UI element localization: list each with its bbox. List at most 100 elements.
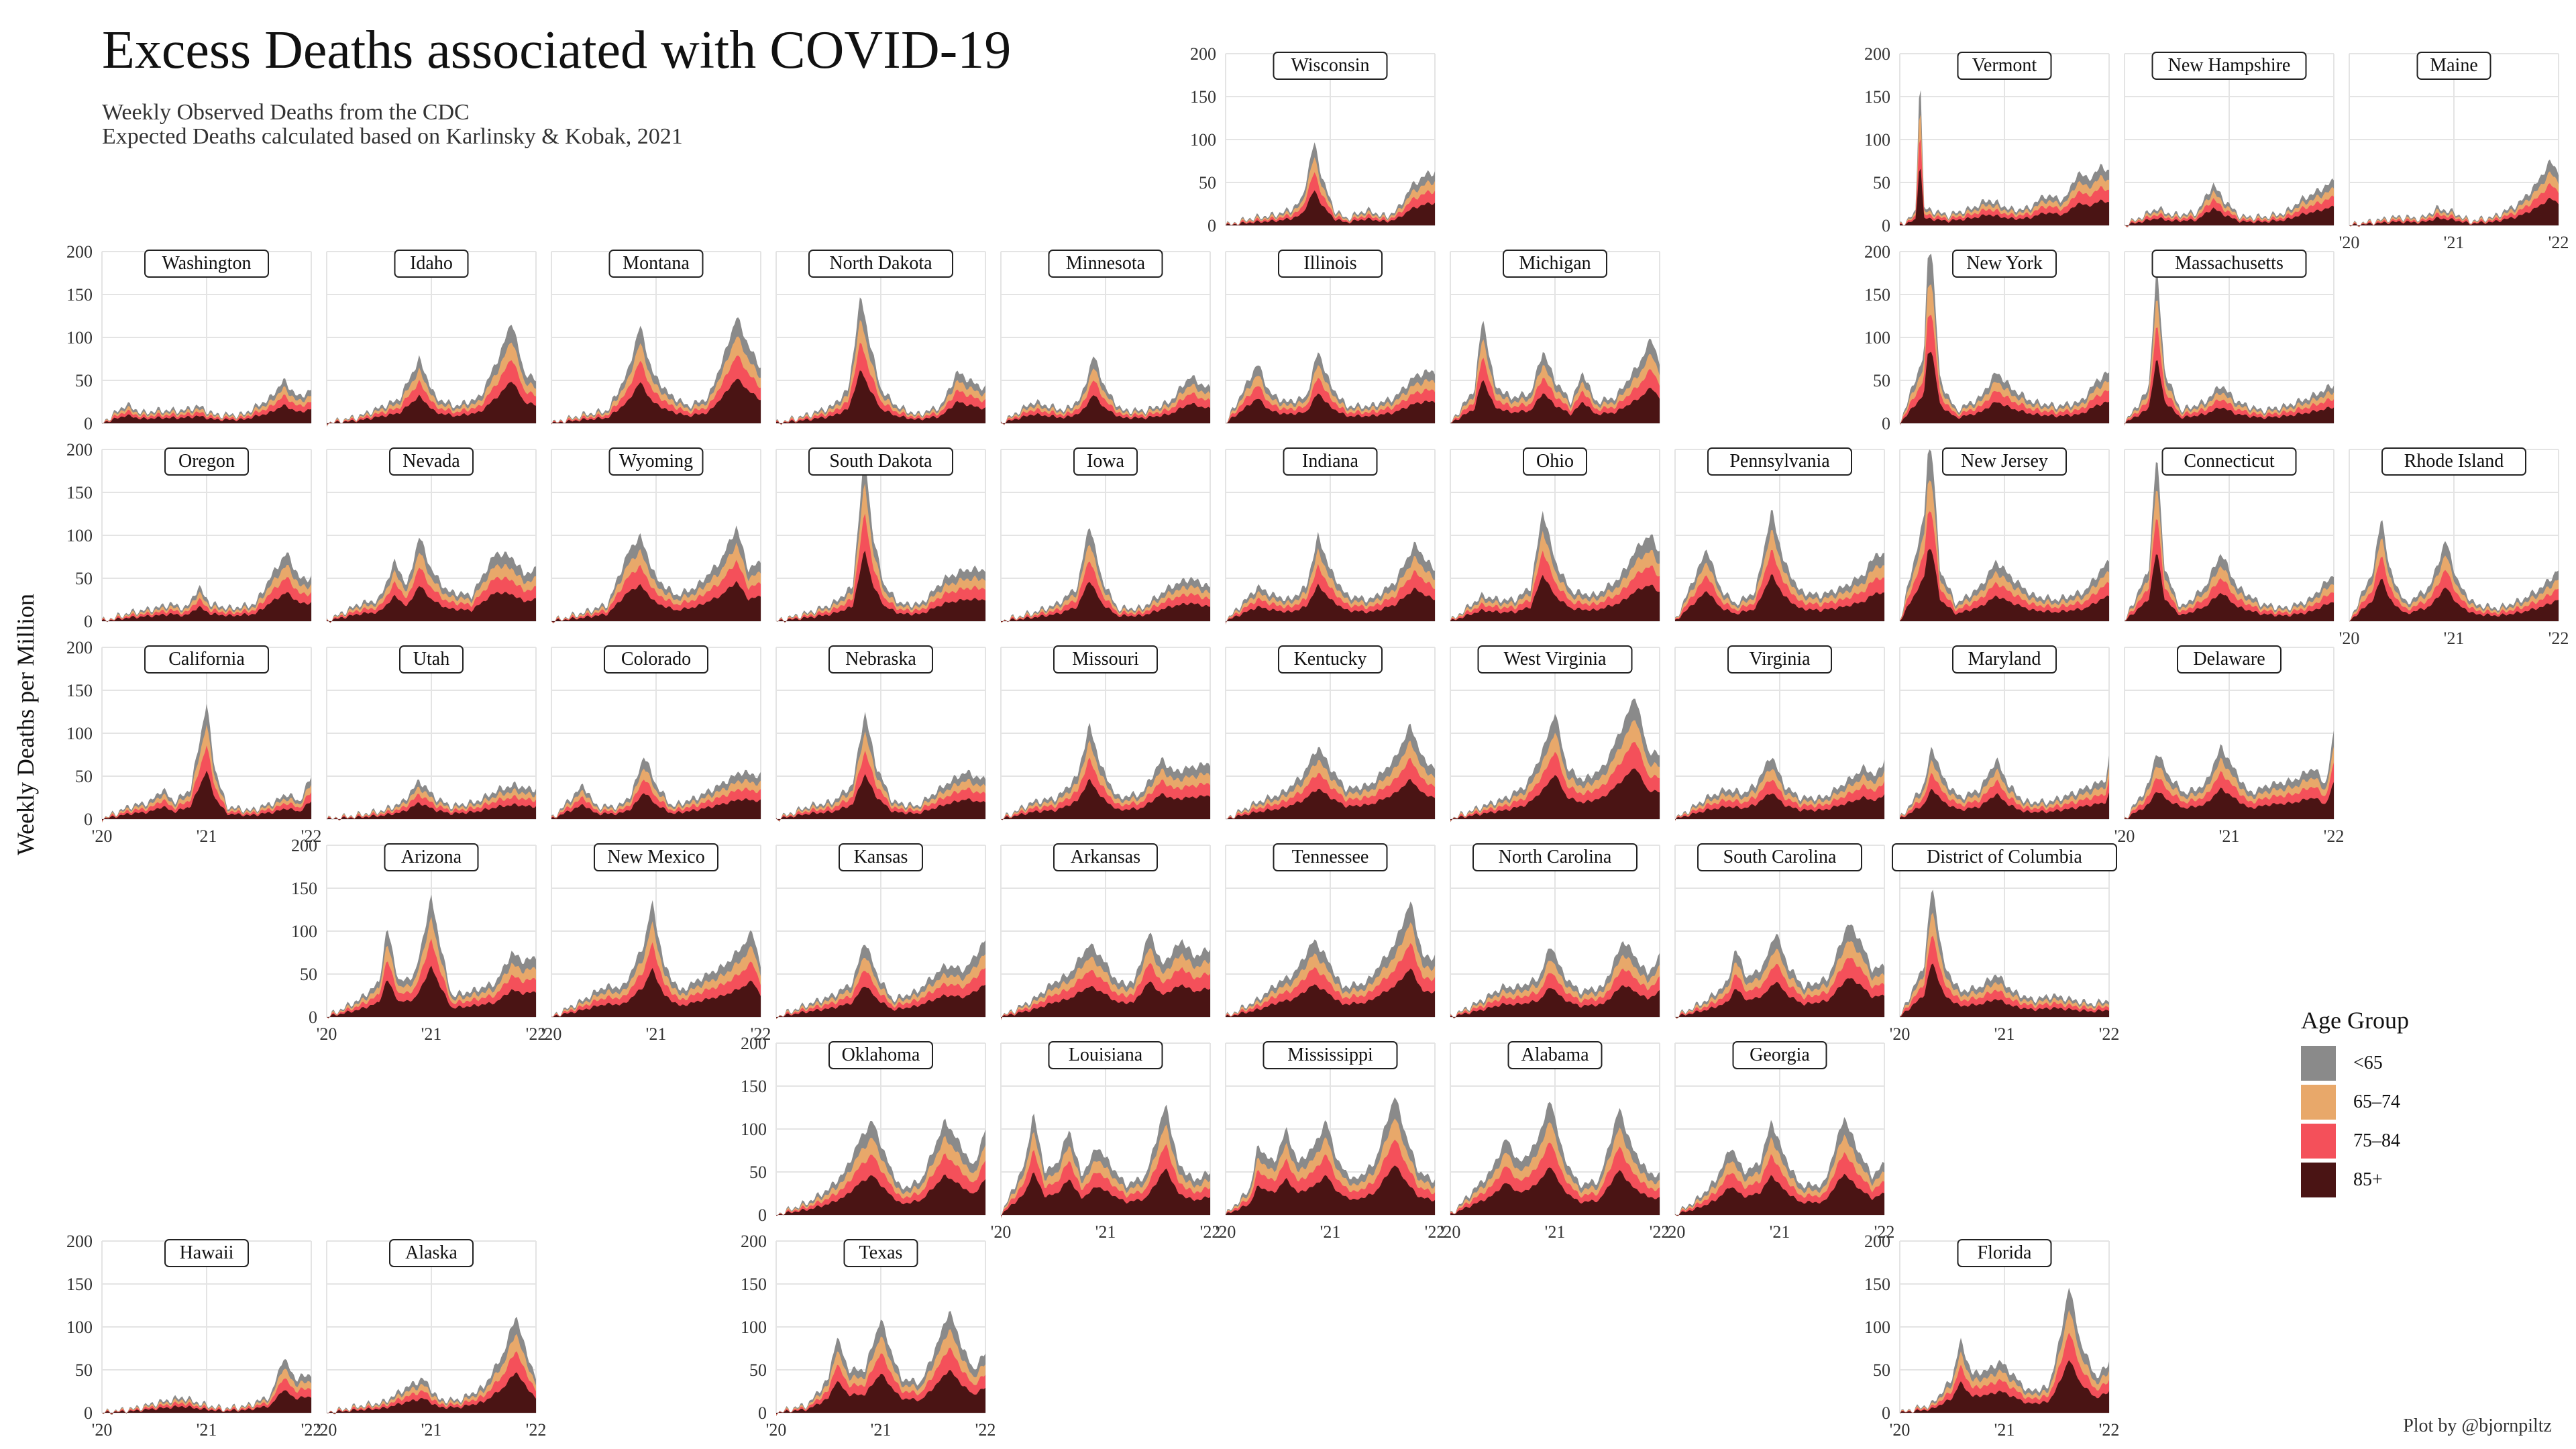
state-label-box — [1732, 1041, 1827, 1069]
state-label-box — [1273, 843, 1388, 871]
state-panel: Vermont 0 50 100 150 200 — [1864, 44, 2110, 235]
legend-item: <65 — [2301, 1044, 2409, 1083]
state-label: Nebraska — [845, 649, 916, 669]
state-panel: Ohio — [1450, 447, 1660, 622]
area-layer — [776, 773, 985, 820]
y-tick-label: 0 — [758, 1205, 767, 1225]
state-label: Alabama — [1521, 1044, 1589, 1065]
state-label-box — [2416, 52, 2491, 80]
state-panel: California 0 50 100 150 200 '20 '21 '22 — [66, 638, 321, 846]
area-layer — [1675, 574, 1884, 621]
state-panel: Idaho — [326, 250, 537, 427]
area-layer — [327, 382, 536, 425]
x-tick-label: '21 — [1320, 1222, 1341, 1242]
x-tick-label: '21 — [197, 1420, 217, 1440]
area-layer — [327, 1351, 536, 1414]
state-panel: Alaska '20 '21 '22 — [317, 1239, 546, 1440]
area-layer — [1226, 968, 1435, 1017]
state-label-box — [2381, 447, 2526, 476]
y-tick-label: 100 — [66, 526, 93, 545]
area-layer — [327, 1316, 536, 1415]
x-tick-label: '20 — [1890, 1024, 1911, 1044]
state-label-box — [394, 250, 469, 278]
state-label-box — [2151, 250, 2307, 278]
area-layer — [1900, 788, 2109, 819]
state-label: Texas — [859, 1242, 903, 1263]
area-layer — [776, 550, 985, 623]
x-tick-label: '20 — [766, 1420, 787, 1440]
state-label: Vermont — [1972, 55, 2037, 76]
area-layer — [1900, 890, 2109, 1017]
state-label-box — [1073, 447, 1138, 476]
state-label: Michigan — [1519, 253, 1591, 274]
y-tick-label: 200 — [1864, 242, 1890, 262]
state-label: Wyoming — [619, 451, 693, 472]
y-tick-label: 150 — [66, 681, 93, 700]
area-layer — [776, 985, 985, 1018]
y-tick-label: 100 — [1864, 1318, 1890, 1337]
area-layer — [1001, 778, 1210, 820]
state-label-box — [608, 250, 704, 278]
state-panel: Illinois — [1225, 250, 1436, 424]
x-tick-label: '22 — [1200, 1222, 1221, 1242]
area-layer — [1450, 574, 1660, 621]
state-panel: Wyoming — [551, 447, 761, 624]
state-label: Oregon — [178, 451, 235, 472]
area-layer — [551, 317, 761, 425]
area-layer — [102, 1358, 311, 1415]
y-tick-label: 100 — [66, 328, 93, 347]
y-tick-label: 0 — [758, 1403, 767, 1423]
state-label: Washington — [162, 253, 251, 274]
x-tick-label: '22 — [2099, 1024, 2120, 1044]
state-label: District of Columbia — [1927, 847, 2082, 867]
state-panel: Georgia '20 '21 '22 — [1665, 1041, 1894, 1242]
state-panel: Texas 0 50 100 150 200 '20 '21 '22 — [741, 1232, 996, 1440]
area-layer — [102, 770, 311, 821]
state-panel: Oklahoma 0 50 100 150 200 — [741, 1034, 986, 1225]
state-panel: Colorado — [551, 645, 761, 820]
state-panel: Alabama '20 '21 '22 — [1440, 1041, 1670, 1242]
state-label: South Dakota — [829, 451, 932, 472]
state-label-box — [1053, 843, 1158, 871]
y-tick-label: 150 — [1864, 285, 1890, 305]
area-layer — [327, 586, 536, 623]
y-tick-label: 50 — [1873, 1360, 1890, 1380]
state-label-box — [1472, 843, 1638, 871]
area-layer — [551, 793, 761, 819]
state-label-box — [594, 843, 718, 871]
y-tick-label: 0 — [1882, 1403, 1890, 1423]
state-panel: Connecticut — [2124, 447, 2334, 622]
x-tick-label: '22 — [2548, 629, 2569, 648]
area-layer — [1900, 549, 2109, 621]
chart-title: Excess Deaths associated with COVID-19 — [102, 21, 1012, 80]
area-layer — [1226, 378, 1435, 424]
state-panel: Arkansas — [1000, 843, 1211, 1020]
state-label-box — [839, 843, 923, 871]
area-layer — [1226, 1165, 1435, 1215]
state-label: Florida — [1978, 1242, 2032, 1263]
state-label: Delaware — [2193, 649, 2265, 669]
area-layer — [1450, 380, 1660, 423]
state-label-box — [2177, 645, 2282, 674]
state-panel: Louisiana '20 '21 '22 — [991, 1041, 1221, 1242]
state-panel: Iowa — [1000, 447, 1211, 623]
state-label-box — [1892, 843, 2117, 871]
area-layer — [776, 370, 985, 425]
area-layer — [1900, 352, 2109, 425]
state-panel: Arizona 0 50 100 150 200 '20 '21 '22 — [291, 836, 546, 1044]
area-layer — [776, 731, 985, 822]
y-tick-label: 100 — [1864, 130, 1890, 150]
state-panel: New Mexico '20 '21 '22 — [541, 843, 771, 1044]
state-panel: Washington 0 50 100 150 200 — [66, 242, 312, 433]
area-layer — [551, 355, 761, 425]
area-layer — [327, 965, 536, 1018]
state-panel: District of Columbia '20 '21 '22 — [1890, 843, 2120, 1044]
state-panel: Pennsylvania — [1674, 447, 1885, 622]
area-layer — [1675, 550, 1884, 621]
state-label: New Jersey — [1961, 451, 2048, 472]
state-label-box — [1942, 447, 2067, 476]
state-label-box — [384, 843, 479, 871]
y-tick-label: 50 — [300, 965, 317, 984]
state-panel: Maine '20 '21 '22 — [2339, 52, 2569, 252]
